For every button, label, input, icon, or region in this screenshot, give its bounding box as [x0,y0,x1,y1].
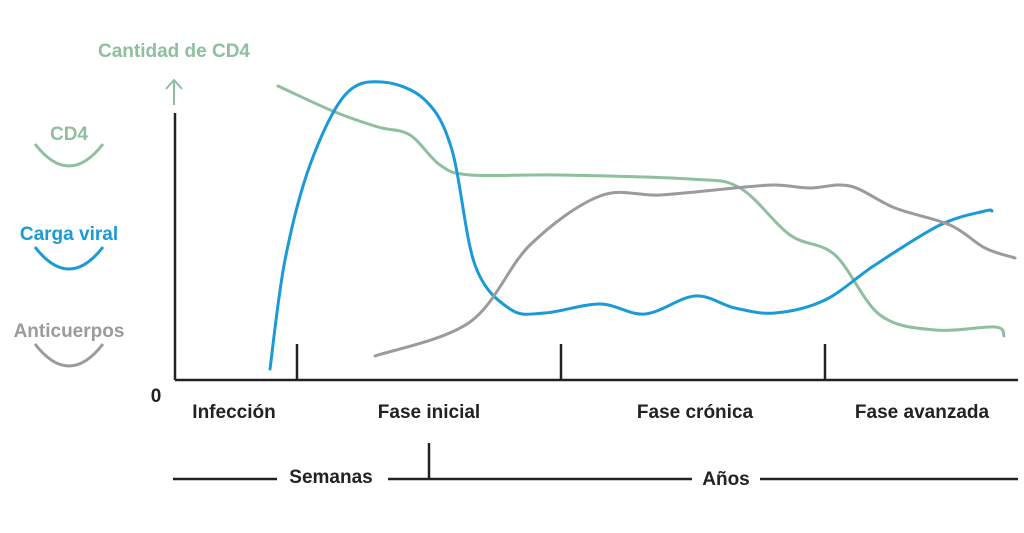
phase-label-fase-inicial: Fase inicial [378,402,480,423]
series-line-carga-viral [268,80,994,371]
series-layer [268,80,1017,371]
legend-label-carga-viral: Carga viral [20,224,118,245]
timescale-label-semanas: Semanas [289,467,372,488]
phase-label-fase-avanzada: Fase avanzada [855,402,990,423]
legend-swatch-anticuerpos [33,343,105,368]
phase-label-infeccion: Infección [192,402,275,423]
legend-label-anticuerpos: Anticuerpos [14,321,125,342]
legend: CD4 Carga viral Anticuerpos [14,124,125,368]
phase-label-fase-cronica: Fase crónica [637,402,754,423]
series-line-cd4 [276,84,1006,338]
timescale-label-anos: Años [702,469,750,490]
legend-swatch-carga-viral [33,246,105,271]
y-axis-arrow-icon [165,78,183,105]
legend-swatch-cd4 [33,143,105,168]
y-axis-title: Cantidad de CD4 [98,41,250,62]
legend-label-cd4: CD4 [50,124,88,145]
origin-label: 0 [151,386,162,407]
series-line-anticuerpos [373,183,1017,358]
